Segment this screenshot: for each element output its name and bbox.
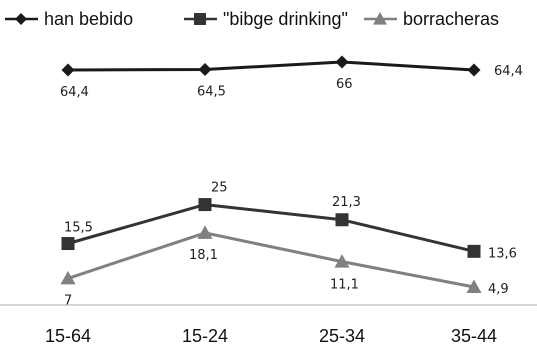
series-line [67,203,475,253]
data-label: 11,1 [330,278,359,293]
data-label: 25 [211,181,228,196]
data-labels: 64,4 64,5 66 64,4 15,5 25 21,3 13,6 7 18,1 11,1 4,9 [60,64,523,308]
data-label: 18,1 [189,248,218,263]
legend-entry: "bibge drinking" [184,9,348,29]
x-axis-tick-labels: 15-64 15-24 25-34 35-44 [45,326,497,346]
legend-label: "bibge drinking" [223,9,348,29]
data-label: 4,9 [488,282,509,297]
legend: han bebido "bibge drinking" borracheras [5,9,499,29]
x-tick-label: 35-44 [451,326,497,346]
legend-marker [373,12,387,25]
data-label: 66 [336,77,353,92]
data-label: 7 [64,293,72,308]
data-point [197,225,213,239]
legend-label: han bebido [44,9,133,29]
data-point [334,254,350,268]
legend-marker [194,13,206,25]
series-markers [60,55,482,293]
series-line [67,231,475,289]
data-label: 21,3 [332,195,361,210]
data-point [467,63,481,77]
series-line [67,60,475,72]
data-point [466,279,482,293]
data-label: 64,5 [197,85,226,100]
legend-label: borracheras [403,9,499,29]
legend-marker [15,13,27,25]
data-point [61,237,75,251]
data-label: 64,4 [494,64,523,79]
data-point [198,198,212,212]
x-tick-label: 15-24 [182,326,228,346]
data-label: 13,6 [488,246,517,261]
data-point [61,63,75,77]
data-label: 64,4 [60,85,89,100]
x-tick-label: 25-34 [319,326,365,346]
x-tick-label: 15-64 [45,326,91,346]
data-point [467,244,481,258]
legend-entry: borracheras [364,9,499,29]
data-point [335,213,349,227]
legend-entry: han bebido [5,9,133,29]
data-label: 15,5 [64,221,93,236]
data-point [60,270,76,285]
data-point [198,63,212,76]
series-lines [67,60,475,289]
data-point [335,55,349,69]
